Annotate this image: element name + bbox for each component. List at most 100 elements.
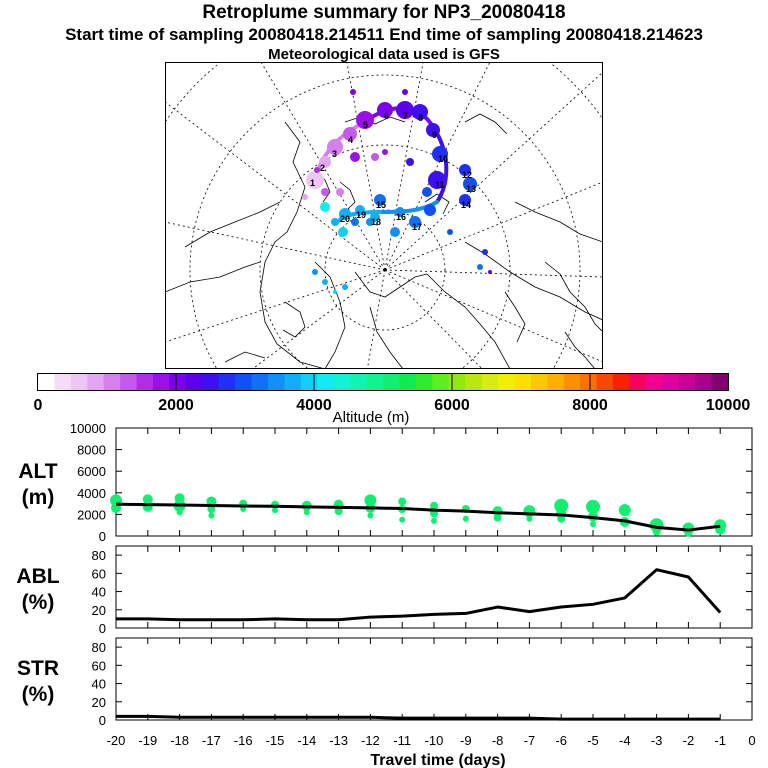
colorbar-cell (284, 374, 302, 390)
plume-particle (402, 89, 408, 95)
trajectory-day-label: 4 (348, 135, 353, 145)
altitude-colorbar: 0 2000 4000 6000 8000 10000 Altitude (m) (34, 373, 750, 426)
trajectory-day-label: 7 (403, 111, 408, 121)
plume-particle (302, 194, 308, 200)
colorbar-cell (415, 374, 433, 390)
colorbar-cell (514, 374, 532, 390)
y-tick-label: 80 (92, 640, 106, 655)
colorbar-cell (432, 374, 450, 390)
x-tick-label: -12 (361, 733, 380, 748)
plume-particle (342, 284, 348, 290)
x-tick-label: -6 (555, 733, 567, 748)
altitude-particle-point (364, 494, 377, 507)
trajectory-day-label: 12 (462, 170, 472, 180)
x-tick-label: -5 (587, 733, 599, 748)
map-gridlines (165, 62, 603, 369)
colorbar-cell (695, 374, 713, 390)
colorbar-cell (235, 374, 253, 390)
colorbar-cell (87, 374, 105, 390)
colorbar-cell (120, 374, 138, 390)
series-line (116, 714, 721, 721)
trajectory-day-label: 6 (384, 111, 389, 121)
y-tick-label: 0 (99, 529, 106, 544)
plume-particle (338, 227, 348, 237)
plume-particle (350, 152, 360, 162)
colorbar-cell (498, 374, 516, 390)
altitude-particle-point (554, 498, 569, 513)
colorbar-cell (366, 374, 384, 390)
trajectory-day-label: 2 (320, 163, 325, 173)
plume-particle (406, 158, 414, 166)
plume-particle (339, 208, 351, 220)
plume-particle (319, 156, 331, 168)
y-tick-label: 20 (92, 695, 106, 710)
altitude-particle-point (176, 509, 183, 516)
y-tick-label: 10000 (70, 421, 106, 436)
y-tick-label: 60 (92, 658, 106, 673)
x-axis-label: Travel time (days) (370, 752, 505, 768)
x-tick-label: -4 (619, 733, 631, 748)
x-tick-label: -11 (393, 733, 411, 748)
plume-particle (371, 153, 379, 161)
altitude-particle-point (590, 521, 596, 528)
colorbar-cell (399, 374, 417, 390)
colorbar-cell (580, 374, 598, 390)
colorbar-cell (169, 374, 187, 390)
altitude-particle-point (334, 507, 343, 516)
chart-title: Retroplume summary for NP3_20080418 (202, 2, 566, 23)
plume-particle (459, 194, 471, 206)
x-tick-label: -16 (234, 733, 253, 748)
colorbar-cell (678, 374, 696, 390)
plume-particle (409, 216, 421, 228)
y-tick-label: 6000 (77, 464, 106, 479)
plume-particle (321, 188, 329, 196)
colorbar-cell (251, 374, 269, 390)
altitude-particle-point (206, 496, 217, 507)
plume-particle (320, 202, 330, 212)
plume-particle (463, 177, 477, 191)
str-panel: 0 20 40 60 80 STR (%) (17, 637, 753, 728)
altitude-particle-point (557, 514, 566, 523)
colorbar-cell (218, 374, 236, 390)
trajectory-day-label: 3 (332, 149, 337, 159)
trajectory-day-label: 9 (432, 130, 437, 140)
plume-particle (432, 146, 448, 162)
trajectory-day-label: 17 (412, 222, 422, 232)
plume-particle (488, 270, 492, 274)
altitude-particle-point (399, 516, 406, 523)
colorbar-tick-label: 4000 (296, 397, 332, 414)
altitude-particle-point (431, 517, 437, 524)
plume-particle (447, 229, 453, 235)
plume-particle (374, 194, 386, 206)
colorbar-cell (38, 374, 56, 390)
colorbar-tick-label: 2000 (158, 397, 194, 414)
altitude-particle-point (398, 497, 407, 506)
plume-particle (477, 264, 483, 270)
y-tick-label: 60 (92, 566, 106, 581)
y-tick-label: 40 (92, 677, 106, 692)
y-tick-label: 8000 (77, 443, 106, 458)
colorbar-cell (333, 374, 351, 390)
colorbar-cell (530, 374, 548, 390)
altitude-particle-point (462, 515, 469, 522)
trajectory-day-label: 5 (363, 120, 368, 130)
trajectory-day-label: 1 (310, 178, 315, 188)
colorbar-tick-label: 8000 (572, 397, 608, 414)
panel-frame (115, 637, 753, 721)
x-tick-label: -8 (492, 733, 504, 748)
colorbar-cell (153, 374, 171, 390)
plume-particle (322, 279, 328, 285)
plume-particle (331, 218, 339, 226)
x-tick-label: -19 (138, 733, 157, 748)
colorbar-cell (103, 374, 121, 390)
plume-particle (343, 127, 357, 141)
x-tick-label: -13 (329, 733, 348, 748)
plume-particle (424, 204, 436, 216)
colorbar-cell (465, 374, 483, 390)
y-tick-label: 40 (92, 585, 106, 600)
colorbar-cell (563, 374, 581, 390)
altitude-particle-point (493, 513, 502, 522)
colorbar-cell (202, 374, 220, 390)
plume-particle (396, 101, 414, 119)
